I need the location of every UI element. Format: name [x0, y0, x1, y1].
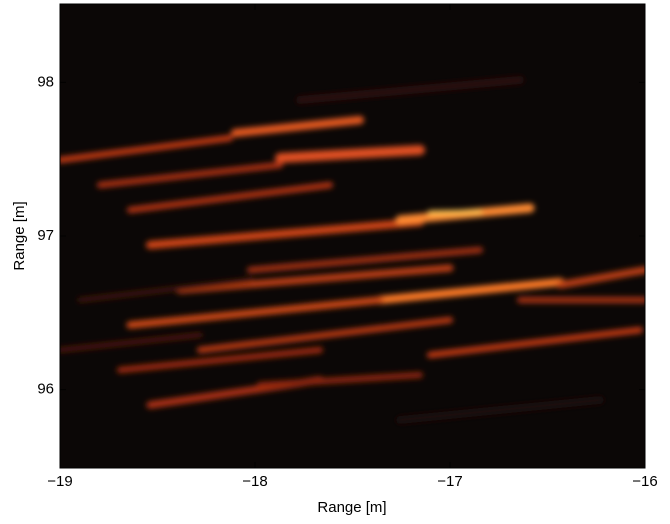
- texture-streak: [97, 162, 283, 188]
- texture-streak: [176, 264, 454, 294]
- texture-streak: [60, 135, 233, 163]
- texture-streak: [257, 372, 423, 388]
- texture-streak: [427, 209, 483, 216]
- x-tick-label: −16: [632, 473, 657, 490]
- x-tick-label: −17: [437, 473, 462, 490]
- texture-streak: [60, 332, 203, 353]
- texture-streak: [275, 145, 425, 163]
- y-tick-label: 98: [37, 73, 54, 90]
- texture-streak: [247, 247, 483, 273]
- y-tick-label: 96: [37, 381, 54, 398]
- x-tick-label: −19: [47, 473, 72, 490]
- image-texture: [60, 76, 645, 424]
- texture-streak: [231, 116, 364, 137]
- texture-streak: [556, 266, 645, 289]
- texture-streak: [427, 327, 643, 358]
- y-axis-label: Range [m]: [11, 201, 28, 270]
- plot-background: [60, 4, 645, 468]
- x-tick-label: −18: [242, 473, 267, 490]
- texture-streak: [146, 218, 424, 249]
- texture-streak: [117, 347, 323, 373]
- texture-streak: [396, 396, 604, 424]
- texture-streak: [376, 278, 564, 304]
- texture-streak: [197, 317, 453, 353]
- y-tick-label: 97: [37, 227, 54, 244]
- texture-streak: [127, 182, 333, 213]
- texture-streak: [296, 76, 524, 104]
- texture-streak: [126, 296, 384, 329]
- x-axis-label: Range [m]: [317, 499, 386, 516]
- texture-streak: [77, 277, 253, 303]
